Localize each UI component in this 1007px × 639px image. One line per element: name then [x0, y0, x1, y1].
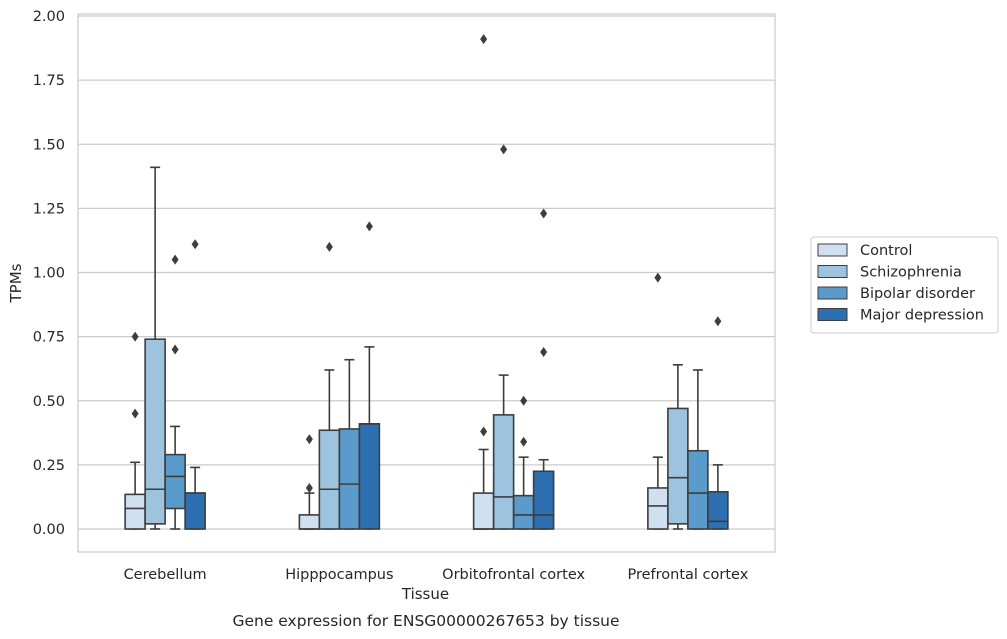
legend-swatch — [817, 265, 848, 278]
box-schizophrenia — [318, 241, 341, 530]
box-iqr — [532, 470, 555, 530]
box-bipolar-disorder — [338, 358, 361, 530]
outlier-point — [540, 347, 548, 358]
outlier-point — [520, 436, 528, 447]
outlier-point — [191, 239, 199, 250]
box-control — [298, 434, 321, 530]
y-tick-label: 0.50 — [33, 394, 65, 410]
box-schizophrenia — [144, 166, 166, 530]
tick-labels: 0.00 0.25 0.50 0.75 1.00 1.25 1.50 1.75 2.00 Cere… — [33, 9, 749, 583]
box-bipolar-disorder — [687, 369, 709, 530]
outlier-point — [171, 254, 179, 265]
y-tick-label: 1.25 — [33, 201, 65, 217]
legend-label: Schizophrenia — [860, 265, 962, 281]
outlier-point — [305, 434, 313, 445]
box-iqr — [707, 491, 729, 530]
y-tick-label: 0.75 — [33, 330, 65, 346]
y-tick-label: 1.50 — [33, 137, 65, 153]
outlier-point — [520, 395, 528, 406]
outlier-point — [654, 272, 662, 283]
box-iqr — [298, 514, 321, 530]
outlier-point — [480, 34, 488, 45]
box-iqr — [358, 423, 381, 530]
box-iqr — [667, 407, 689, 525]
outlier-point — [365, 221, 373, 232]
box-major-depression — [184, 239, 206, 530]
outlier-point — [305, 482, 313, 493]
x-tick-label: Hipppocampus — [285, 567, 393, 583]
legend-swatch — [817, 243, 848, 257]
x-tick-label: Orbitofrontal cortex — [442, 567, 585, 583]
box-iqr — [338, 428, 361, 530]
y-tick-label: 1.00 — [33, 266, 65, 282]
outlier-point — [540, 208, 548, 219]
box-major-depression — [358, 221, 381, 530]
box-iqr — [472, 492, 495, 530]
outlier-point — [500, 144, 508, 155]
box-iqr — [164, 453, 186, 510]
legend-label: Major depression — [860, 308, 984, 324]
box-control — [472, 34, 495, 530]
box-iqr — [647, 487, 669, 530]
legend-label: Control — [860, 243, 912, 259]
outlier-point — [480, 426, 488, 437]
box-iqr — [687, 449, 709, 530]
box-iqr — [512, 494, 535, 530]
figure-caption: Gene expression for ENSG00000267653 by t… — [232, 612, 619, 630]
box-control — [647, 272, 669, 530]
box-major-depression — [532, 208, 555, 530]
box-iqr — [318, 429, 341, 530]
legend-swatch — [817, 308, 848, 321]
x-tick-label: Cerebellum — [124, 567, 207, 583]
outlier-point — [714, 316, 722, 327]
box-bipolar-disorder — [512, 395, 535, 530]
box-iqr — [492, 414, 515, 530]
box-schizophrenia — [492, 144, 515, 530]
x-axis-label: Tissue — [401, 585, 449, 603]
outlier-point — [131, 408, 139, 419]
x-tick-label: Prefrontal cortex — [627, 567, 748, 583]
y-tick-label: 0.25 — [33, 458, 65, 474]
outlier-point — [325, 241, 333, 252]
box-major-depression — [707, 316, 729, 530]
y-tick-label: 1.75 — [33, 73, 65, 89]
legend-frame — [810, 236, 999, 334]
y-axis-label: TPMs — [7, 263, 25, 303]
box-iqr — [124, 493, 146, 530]
box-iqr — [184, 492, 206, 530]
plot-frame — [77, 13, 776, 553]
outlier-point — [171, 344, 179, 355]
box-bipolar-disorder — [164, 254, 186, 530]
box-control — [124, 331, 146, 530]
boxes — [124, 34, 729, 530]
legend-label: Bipolar disorder — [860, 286, 975, 302]
box-iqr — [144, 338, 166, 525]
y-tick-label: 0.00 — [33, 522, 65, 538]
outlier-point — [131, 331, 139, 342]
legend-swatch — [817, 286, 848, 300]
grid — [78, 15, 775, 530]
legend: Control Schizophrenia Bipolar disorder Majo… — [810, 236, 999, 334]
box-schizophrenia — [667, 364, 689, 530]
y-tick-label: 2.00 — [33, 9, 65, 25]
